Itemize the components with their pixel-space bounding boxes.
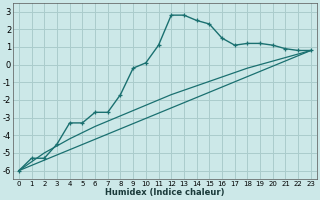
X-axis label: Humidex (Indice chaleur): Humidex (Indice chaleur) xyxy=(105,188,225,197)
